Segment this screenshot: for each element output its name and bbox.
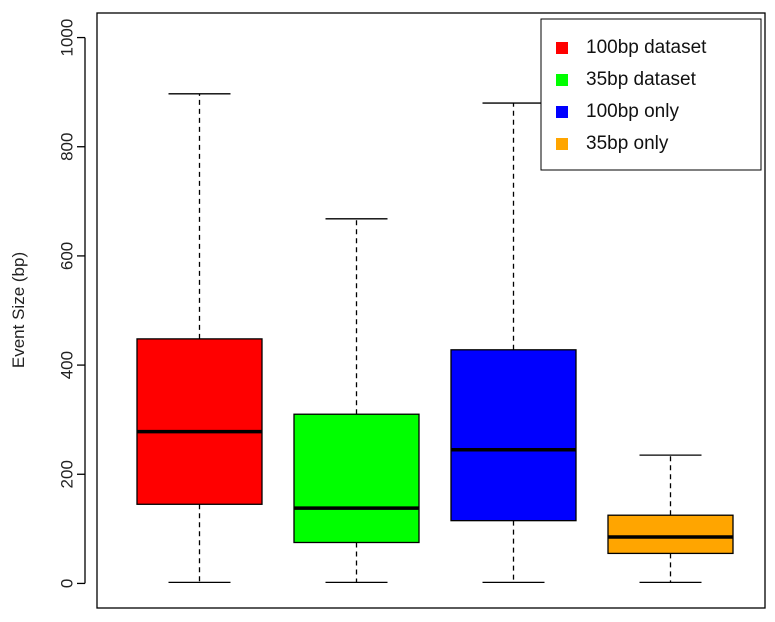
legend-swatch (556, 138, 568, 150)
box-2 (293, 218, 420, 583)
y-tick-label: 400 (57, 351, 76, 379)
legend-label: 35bp only (586, 133, 669, 154)
iqr-box (450, 349, 577, 522)
iqr-box (136, 338, 263, 505)
box-3 (450, 102, 577, 583)
legend-label: 100bp dataset (586, 37, 707, 58)
y-tick-label: 600 (57, 242, 76, 270)
y-tick-label: 0 (57, 579, 76, 588)
legend-label: 35bp dataset (586, 69, 697, 90)
legend-swatch (556, 74, 568, 86)
y-axis-title: Event Size (bp) (9, 252, 28, 368)
y-tick-label: 800 (57, 133, 76, 161)
legend-label: 100bp only (586, 101, 679, 122)
y-tick-label: 200 (57, 460, 76, 488)
legend: 100bp dataset 35bp dataset 100bp only 35bp … (540, 18, 762, 171)
plot-frame (96, 12, 766, 609)
boxes (136, 93, 734, 583)
iqr-box (607, 514, 734, 555)
legend-frame (540, 18, 762, 171)
box-1 (136, 93, 263, 583)
legend-swatch (556, 106, 568, 118)
iqr-box (293, 413, 420, 544)
box-4 (607, 454, 734, 583)
y-axis: 0 200 400 600 800 1000 (57, 19, 86, 588)
y-tick-label: 1000 (57, 19, 76, 57)
legend-swatch (556, 42, 568, 54)
